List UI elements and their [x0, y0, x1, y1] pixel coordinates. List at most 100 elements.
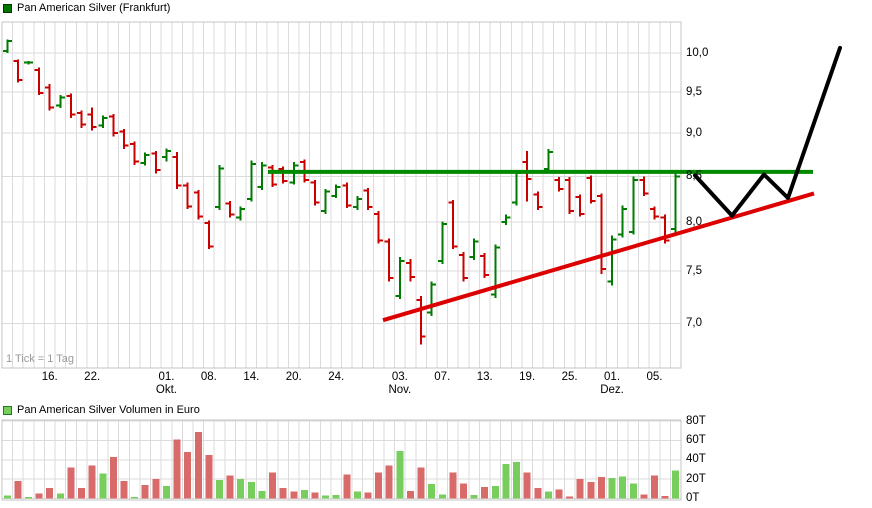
date-axis-label: 25.: [561, 371, 578, 383]
volume-bar: [194, 431, 202, 499]
volume-bar: [3, 495, 11, 499]
price-axis-label: 7,5: [686, 264, 702, 277]
price-plot-border: [1, 21, 682, 369]
volume-bar: [481, 486, 489, 499]
date-axis-label: 24.: [328, 371, 345, 383]
volume-bar: [555, 489, 563, 499]
date-axis-label: 14.: [243, 371, 260, 383]
volume-bar: [449, 472, 457, 499]
trend-line: [382, 191, 815, 323]
date-axis-label: 20.: [285, 371, 302, 383]
volume-bar: [173, 439, 181, 499]
price-axis-label: 10,0: [686, 46, 709, 59]
volume-bar: [332, 495, 340, 499]
volume-bar: [88, 465, 96, 499]
volume-bar: [25, 497, 32, 499]
volume-bar: [109, 456, 117, 499]
volume-bar: [162, 485, 170, 499]
volume-bar: [460, 483, 467, 499]
volume-bar: [544, 491, 552, 499]
date-axis-label: 22.: [84, 371, 101, 383]
volume-bar: [396, 451, 404, 499]
volume-bar: [67, 467, 75, 499]
price-axis-label: 9,0: [686, 126, 702, 139]
volume-bar: [566, 496, 574, 499]
price-chart-legend: Pan American Silver (Frankfurt): [3, 2, 170, 14]
month-axis-label: Okt.: [155, 384, 177, 396]
date-axis-label: 08.: [200, 371, 217, 383]
volume-bar: [576, 479, 584, 499]
date-axis-label: 16.: [41, 371, 58, 383]
volume-bar: [237, 479, 245, 499]
date-axis-label: 03.: [391, 371, 408, 383]
volume-bar: [247, 482, 255, 499]
volume-bar: [470, 495, 478, 499]
volume-bar: [131, 497, 139, 499]
volume-bar: [35, 493, 43, 499]
volume-axis-label: 20T: [686, 472, 706, 485]
volume-chart-title: Pan American Silver Volumen in Euro: [17, 404, 200, 416]
volume-bar: [364, 492, 372, 499]
volume-bar: [661, 496, 669, 499]
volume-bar: [152, 479, 160, 499]
volume-bar: [428, 484, 436, 499]
date-axis-label: 19.: [519, 371, 536, 383]
volume-bar: [216, 480, 223, 499]
volume-axis-label: 80T: [686, 414, 706, 427]
volume-bar: [417, 467, 425, 499]
volume-bar: [14, 481, 22, 499]
volume-bar: [300, 489, 308, 499]
volume-bar: [120, 481, 128, 499]
volume-bar: [513, 461, 521, 499]
volume-bar: [311, 492, 319, 499]
volume-bar: [438, 494, 446, 499]
price-series-marker-icon: [3, 3, 12, 13]
volume-bar: [491, 485, 499, 499]
volume-bar: [608, 478, 616, 499]
volume-bar: [258, 490, 266, 499]
volume-bar: [629, 483, 637, 499]
volume-bar: [279, 487, 287, 499]
volume-bar: [99, 473, 107, 499]
volume-bar: [407, 490, 414, 499]
volume-axis-label: 60T: [686, 434, 706, 446]
price-axis-label: 8,5: [686, 169, 702, 182]
volume-bar: [322, 495, 330, 499]
projection-line: [693, 45, 842, 218]
volume-bar: [672, 470, 680, 499]
price-axis-label: 7,0: [686, 316, 702, 329]
volume-bar: [597, 477, 605, 499]
volume-series-marker-icon: [3, 405, 12, 415]
tick-scale-note: 1 Tick = 1 Tag: [6, 353, 74, 365]
volume-bar: [78, 487, 86, 499]
volume-bar: [184, 452, 192, 499]
date-axis-label: 05.: [646, 371, 663, 383]
date-axis-label: 07.: [434, 371, 451, 383]
volume-plot-border: [1, 419, 682, 501]
volume-bar: [534, 487, 542, 499]
volume-bar: [523, 472, 531, 499]
volume-bar: [141, 485, 149, 499]
volume-bar: [619, 476, 627, 499]
volume-chart-legend: Pan American Silver Volumen in Euro: [3, 404, 200, 416]
volume-bar: [226, 475, 234, 499]
month-axis-label: Dez.: [600, 384, 624, 396]
volume-axis-label: 0T: [686, 492, 700, 504]
price-axis-label: 9,5: [686, 85, 702, 98]
volume-bar: [205, 455, 213, 499]
volume-bar: [587, 482, 595, 499]
volume-axis-label: 40T: [686, 453, 706, 466]
price-chart-title: Pan American Silver (Frankfurt): [17, 2, 171, 14]
month-axis-label: Nov.: [388, 384, 412, 396]
volume-bar: [46, 487, 54, 499]
volume-bar: [343, 474, 351, 499]
volume-bar: [385, 465, 393, 499]
volume-bar: [290, 491, 298, 499]
volume-bar: [56, 493, 64, 499]
date-axis-label: 01.: [604, 371, 621, 383]
date-axis-label: 13.: [476, 371, 493, 383]
volume-bar: [502, 464, 510, 499]
volume-bar: [651, 475, 658, 499]
